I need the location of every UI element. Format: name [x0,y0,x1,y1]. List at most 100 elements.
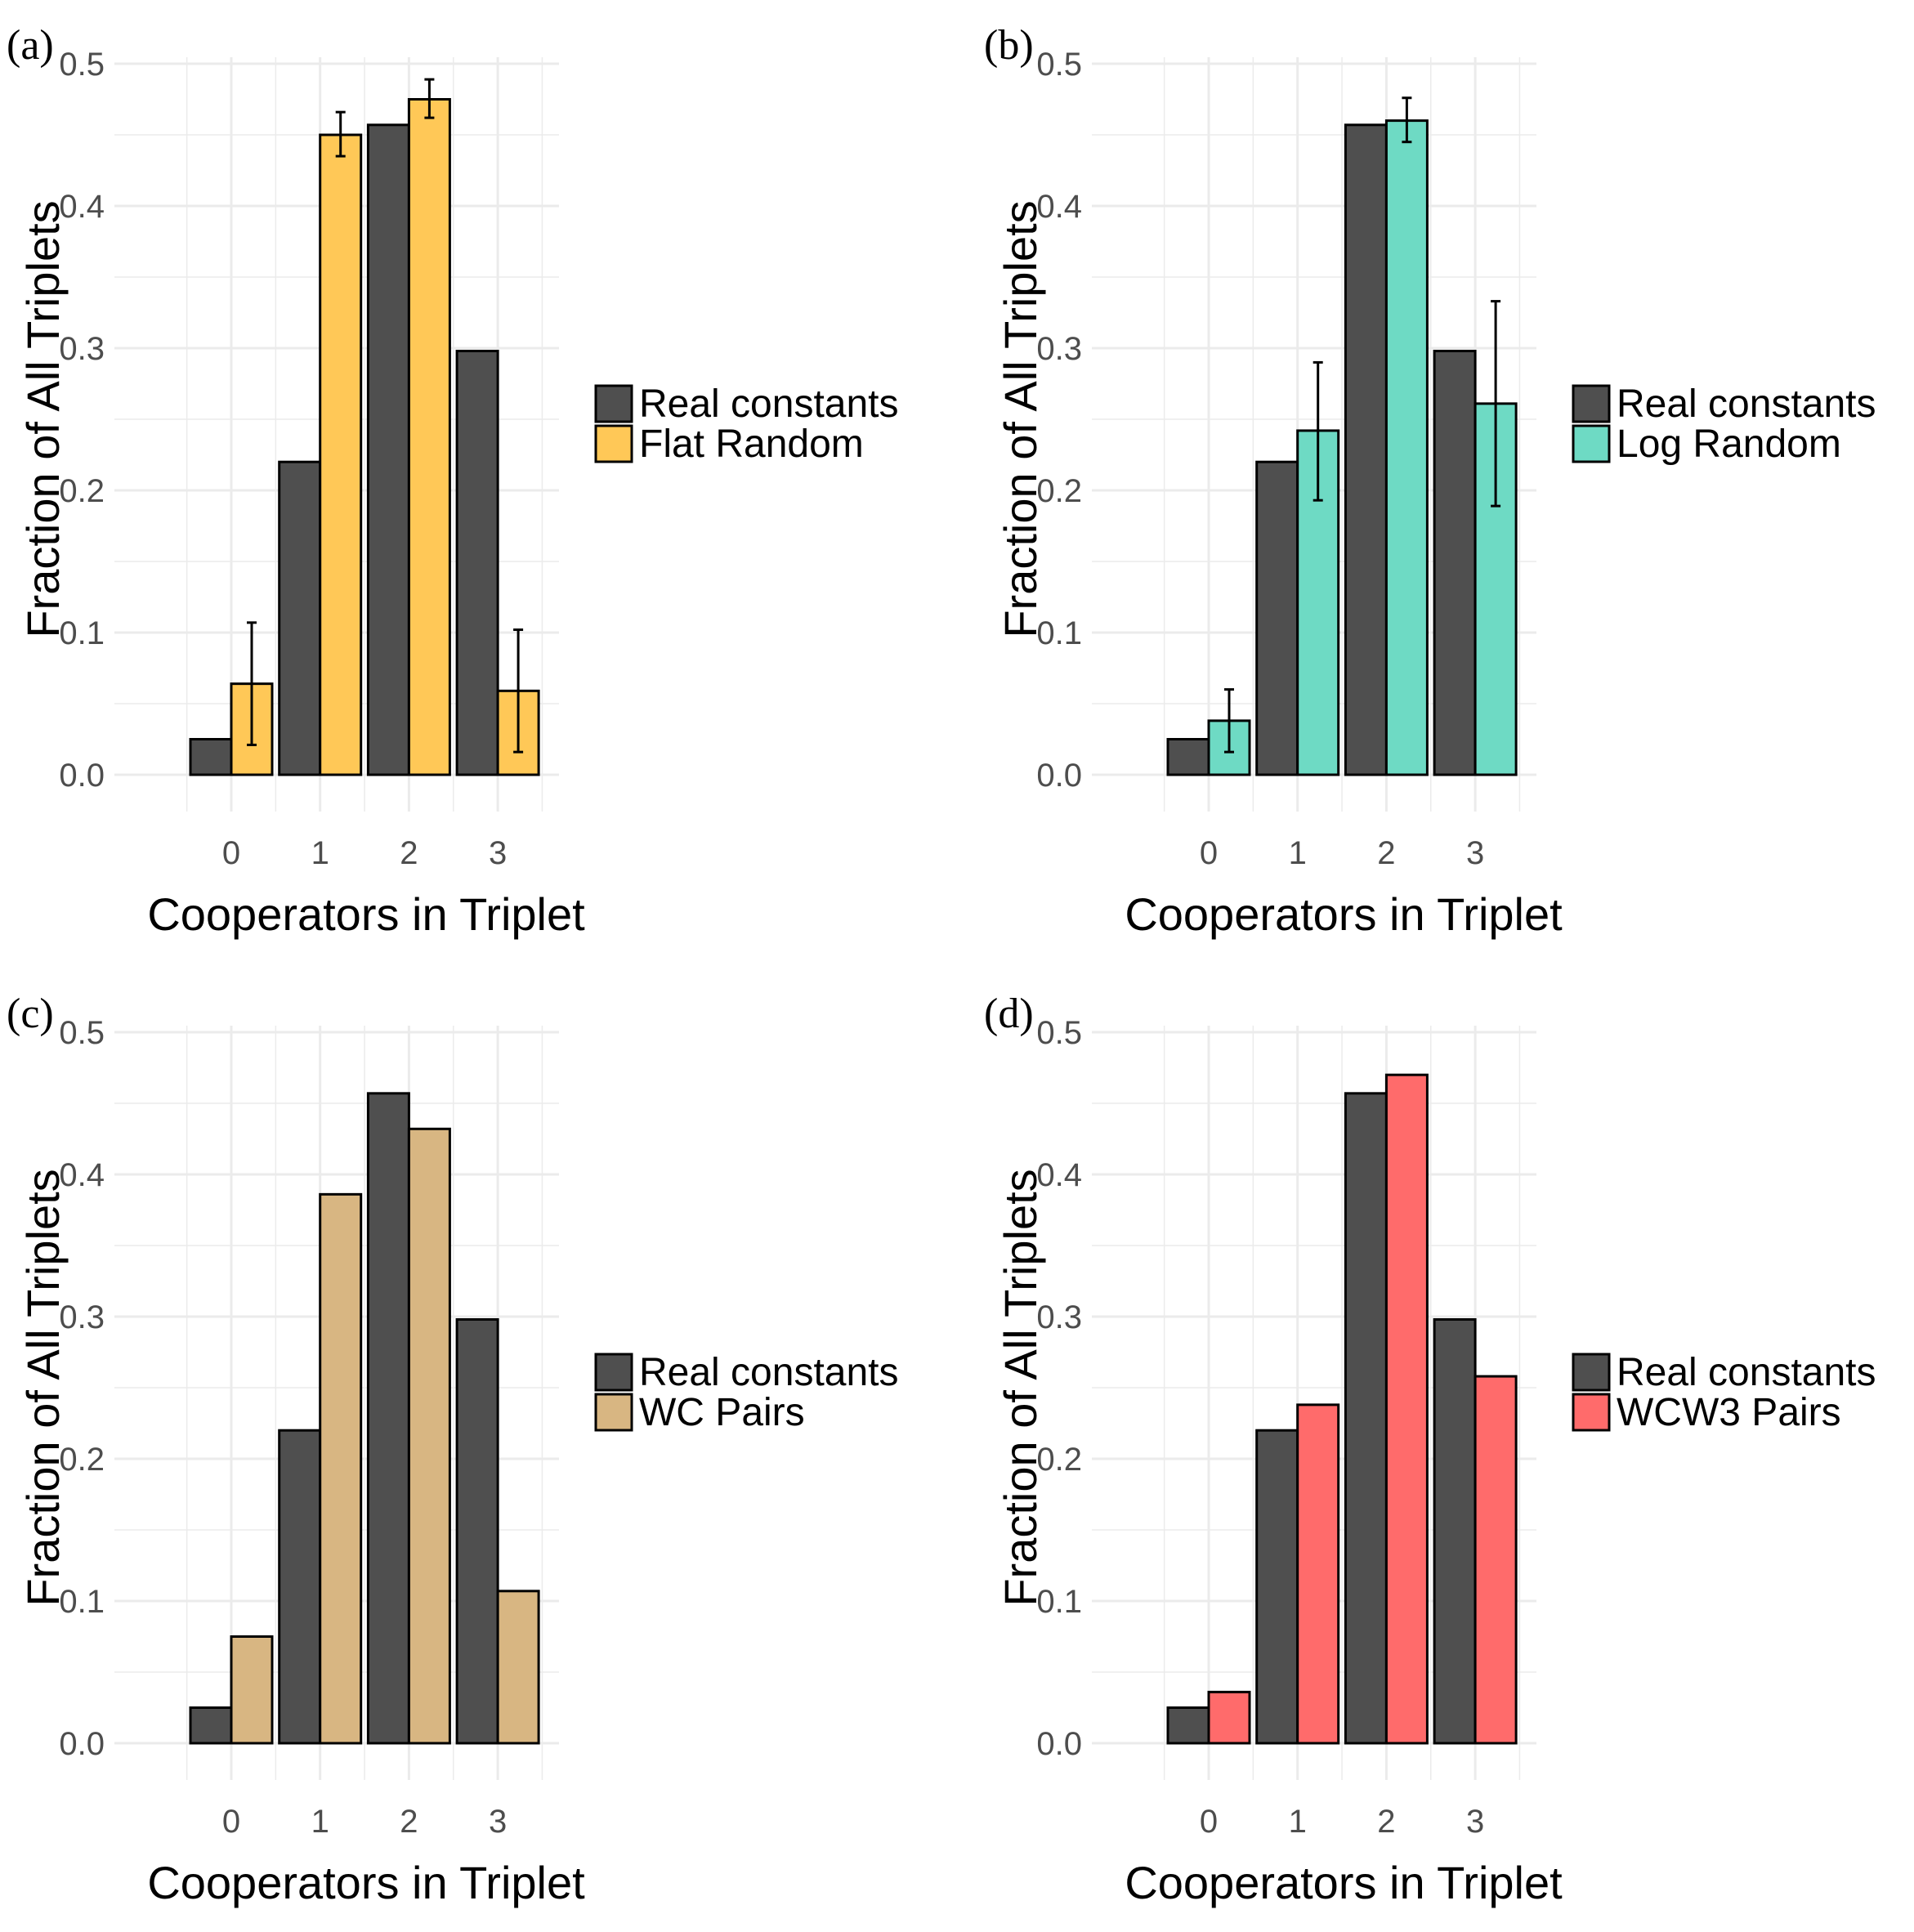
legend-label: Real constants [639,1351,899,1394]
error-bar-1 [1313,360,1323,502]
error-bar-2 [424,78,435,119]
bar-real-constants-0 [1166,738,1210,776]
y-tick-label: 0.1 [1036,615,1082,651]
bar-wcw3-pairs-3 [1474,1375,1518,1745]
bar-flat-random-2 [407,98,451,776]
bar-real-constants-2 [1344,123,1388,776]
bar-wc-pairs-1 [319,1192,363,1745]
error-bar-2 [1402,96,1412,144]
y-tick-label: 0.2 [1036,1442,1082,1478]
y-axis-title: Fraction of All Triplets [17,200,69,637]
legend-label: Log Random [1617,423,1841,466]
x-axis-title: Cooperators in Triplet [147,1857,585,1908]
legend-key-model [1572,424,1611,463]
bar-real-constants-2 [366,123,410,776]
y-tick-label: 0.0 [1036,1726,1082,1762]
y-tick-label: 0.2 [59,473,105,509]
legend-key-real [1572,384,1611,423]
y-tick-label: 0.2 [59,1442,105,1478]
bar-real-constants-1 [278,460,322,776]
bar-real-constants-2 [366,1092,410,1745]
x-tick-label: 1 [1289,835,1307,871]
legend-label: Real constants [639,382,899,426]
x-tick-label: 3 [489,835,507,871]
y-tick-label: 0.1 [1036,1584,1082,1620]
bar-real-constants-3 [455,1317,499,1745]
bar-real-constants-2 [1344,1092,1388,1745]
bar-real-constants-3 [1433,349,1477,776]
bar-log-random-2 [1384,119,1429,776]
error-bar-0 [1224,688,1234,754]
x-tick-label: 1 [1289,1804,1307,1840]
legend-key-real [594,384,633,423]
y-tick-label: 0.4 [1036,189,1082,225]
y-tick-label: 0.5 [1036,47,1082,83]
bar-wc-pairs-3 [496,1590,540,1745]
y-tick-label: 0.3 [1036,1299,1082,1335]
x-tick-label: 0 [1200,1804,1218,1840]
x-tick-label: 0 [222,835,240,871]
error-bars [1224,96,1501,754]
legend-key-real [1572,1353,1611,1392]
x-axis-title: Cooperators in Triplet [147,888,585,940]
legend-key-model [594,424,633,463]
legend-key-model [594,1393,633,1432]
bar-real-constants-0 [189,1706,233,1745]
legend-label: Real constants [1617,1351,1876,1394]
error-bar-3 [513,628,524,754]
bar-real-constants-0 [1166,1706,1210,1745]
legend-key-real [594,1353,633,1392]
panel-label: (d) [984,991,1034,1037]
chart-panel-c: 0.0 0.1 0.2 0.3 0.4 0.5 0 1 2 3 Cooperators in Tri… [7,991,899,1908]
x-tick-label: 2 [400,835,418,871]
y-tick-label: 0.4 [59,1157,105,1193]
legend-label: Flat Random [639,423,864,466]
x-axis-title: Cooperators in Triplet [1125,1857,1563,1908]
bar-wcw3-pairs-0 [1207,1690,1251,1745]
y-axis-title: Fraction of All Triplets [995,200,1046,637]
y-axis-title: Fraction of All Triplets [995,1169,1046,1606]
y-tick-label: 0.3 [59,331,105,367]
bars [189,1092,540,1745]
x-tick-label: 1 [311,1804,329,1840]
y-tick-label: 0.5 [59,47,105,83]
bar-wc-pairs-2 [407,1127,451,1745]
y-tick-label: 0.2 [1036,473,1082,509]
y-tick-label: 0.4 [1036,1157,1082,1193]
x-tick-label: 2 [1377,1804,1395,1840]
y-tick-label: 0.4 [59,189,105,225]
chart-panel-a: 0.0 0.1 0.2 0.3 0.4 0.5 0 1 2 3 Cooperators in Tri… [7,22,899,940]
y-tick-label: 0.3 [1036,331,1082,367]
x-tick-label: 2 [400,1804,418,1840]
bar-wcw3-pairs-1 [1296,1403,1340,1745]
bar-real-constants-3 [1433,1317,1477,1745]
chart-panel-d: 0.0 0.1 0.2 0.3 0.4 0.5 0 1 2 3 Cooperators in Tri… [984,991,1876,1908]
panel-label: (b) [984,22,1034,69]
error-bars [247,78,524,754]
x-tick-label: 3 [1466,835,1484,871]
x-tick-label: 1 [311,835,329,871]
bar-real-constants-1 [1255,460,1299,776]
x-tick-label: 0 [222,1804,240,1840]
y-tick-label: 0.1 [59,1584,105,1620]
legend-label: Real constants [1617,382,1876,426]
x-tick-label: 2 [1377,835,1395,871]
bar-real-constants-1 [1255,1429,1299,1745]
panel-label: (c) [7,991,54,1037]
error-bar-0 [247,621,257,746]
legend-label: WC Pairs [639,1391,805,1434]
x-tick-label: 3 [1466,1804,1484,1840]
error-bar-1 [335,110,346,158]
bars [1166,1073,1518,1745]
bar-real-constants-1 [278,1429,322,1745]
legend-key-model [1572,1393,1611,1432]
x-tick-label: 0 [1200,835,1218,871]
bar-wcw3-pairs-2 [1384,1073,1429,1745]
x-tick-label: 3 [489,1804,507,1840]
bar-wc-pairs-0 [230,1635,274,1745]
error-bar-3 [1491,300,1501,508]
y-tick-label: 0.0 [1036,758,1082,794]
bar-real-constants-3 [455,349,499,776]
